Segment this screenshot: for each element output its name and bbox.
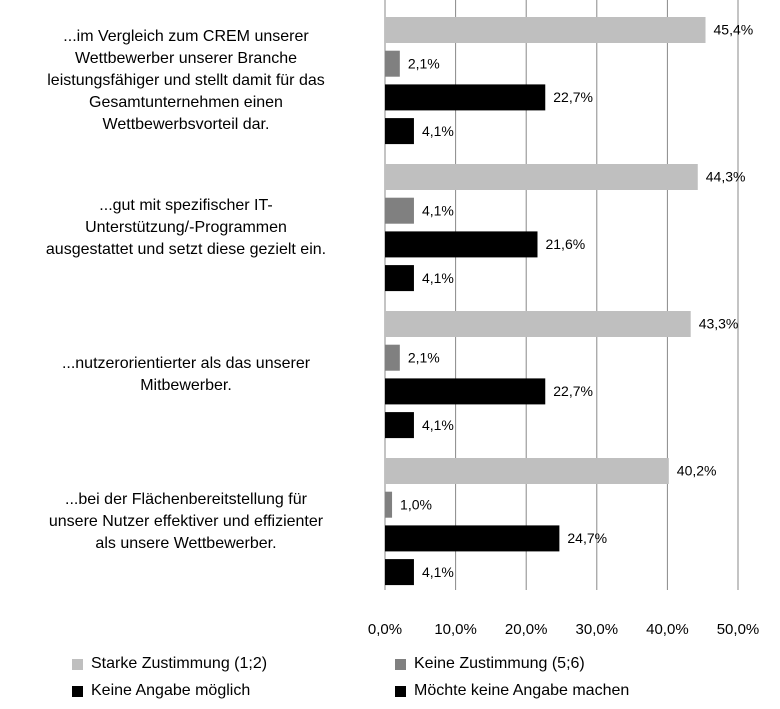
bar [385,118,414,145]
category-label: ...bei der Flächenbereitstellung für uns… [48,490,324,552]
bar [385,344,400,371]
x-tick-label: 30,0% [576,621,619,638]
bar [385,17,706,43]
value-label: 2,1% [408,55,440,71]
bar [385,491,393,518]
legend-label: Möchte keine Angabe machen [414,682,630,699]
value-label: 43,3% [699,316,739,332]
category-label: ...im Vergleich zum CREM unserer Wettbew… [47,27,325,133]
value-label: 4,1% [422,123,454,139]
legend-swatch [72,658,83,670]
bar [385,412,414,439]
value-label: 40,2% [677,463,717,479]
bar [385,265,414,292]
bar [385,525,560,552]
value-label: 2,1% [408,349,440,365]
value-label: 44,3% [706,169,746,185]
bar [385,311,691,337]
x-tick-label: 50,0% [717,621,760,638]
bar [385,50,400,77]
value-label: 21,6% [545,236,585,252]
legend-item: Keine Angabe möglich [72,682,250,700]
bar [385,378,546,405]
value-label: 22,7% [553,89,593,105]
value-label: 4,1% [422,202,454,218]
legend-swatch [395,685,406,697]
value-label: 4,1% [422,270,454,286]
legend-label: Keine Zustimmung (5;6) [414,655,585,672]
x-tick-label: 0,0% [368,621,402,638]
value-label: 4,1% [422,564,454,580]
legend-swatch [395,658,406,670]
value-label: 22,7% [553,383,593,399]
legend-label: Starke Zustimmung (1;2) [91,655,268,672]
value-label: 45,4% [714,22,754,38]
x-tick-label: 10,0% [434,621,477,638]
category-label: ...gut mit spezifischer IT- Unterstützun… [45,196,327,258]
x-tick-label: 20,0% [505,621,548,638]
legend-swatch [72,685,83,697]
bar [385,559,414,586]
bar [385,197,414,224]
value-label: 4,1% [422,417,454,433]
category-label: ...nutzerorientierter als das unserer Mi… [61,354,311,394]
legend-label: Keine Angabe möglich [91,682,251,699]
legend-item: Starke Zustimmung (1;2) [72,655,267,673]
bar [385,231,538,258]
value-label: 24,7% [567,530,607,546]
bar [385,84,546,111]
x-tick-label: 40,0% [646,621,689,638]
bar [385,458,669,484]
bar [385,164,698,190]
legend-item: Keine Zustimmung (5;6) [395,655,585,673]
value-label: 1,0% [400,496,432,512]
legend-item: Möchte keine Angabe machen [395,682,629,700]
